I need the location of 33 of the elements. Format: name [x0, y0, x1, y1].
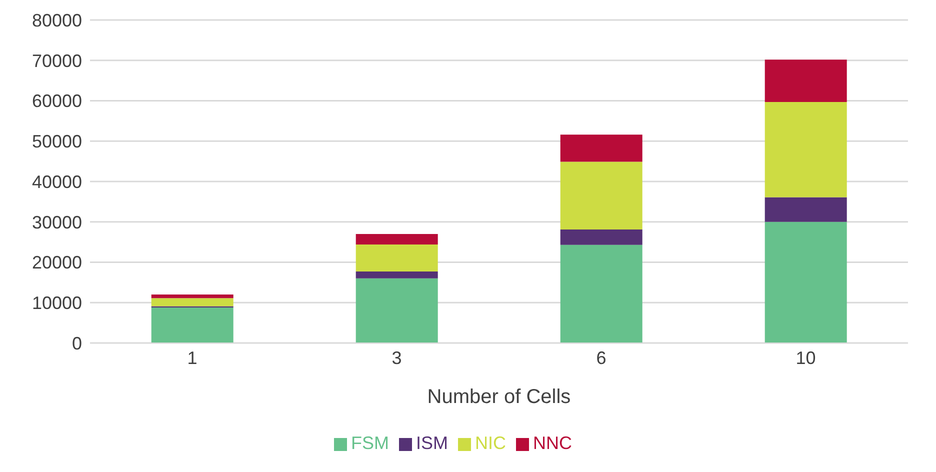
x-tick-label: 6	[596, 348, 606, 368]
bar	[560, 244, 642, 343]
y-tick-label: 50000	[32, 132, 82, 152]
y-tick-label: 0	[72, 333, 82, 354]
x-tick-label: 1	[187, 348, 198, 368]
bar	[151, 294, 234, 298]
legend-label: ISM	[416, 433, 448, 453]
bar	[356, 244, 438, 272]
y-tick-label: 10000	[32, 293, 82, 314]
bar	[764, 197, 847, 222]
legend-label: NNC	[533, 433, 572, 453]
bar	[151, 298, 234, 306]
bar	[764, 102, 847, 198]
x-tick-label: 10	[796, 348, 816, 368]
bar	[764, 222, 847, 343]
legend-label: FSM	[350, 433, 389, 453]
x-tick-label: 3	[392, 348, 402, 368]
y-tick-label: 40000	[32, 172, 82, 192]
bar	[560, 230, 642, 245]
bar	[151, 307, 234, 343]
y-tick-label: 70000	[32, 50, 82, 71]
y-tick-label: 30000	[32, 212, 82, 232]
y-tick-label: 80000	[32, 10, 82, 30]
bar	[560, 134, 642, 162]
bar	[356, 272, 438, 278]
y-tick-label: 20000	[32, 252, 82, 273]
bar	[764, 60, 847, 102]
bar	[560, 162, 642, 230]
y-tick-label: 60000	[32, 91, 82, 112]
bar	[356, 234, 438, 244]
bar	[356, 278, 438, 343]
legend-label: NIC	[475, 433, 506, 453]
x-axis-title: Number of Cells	[427, 386, 571, 408]
